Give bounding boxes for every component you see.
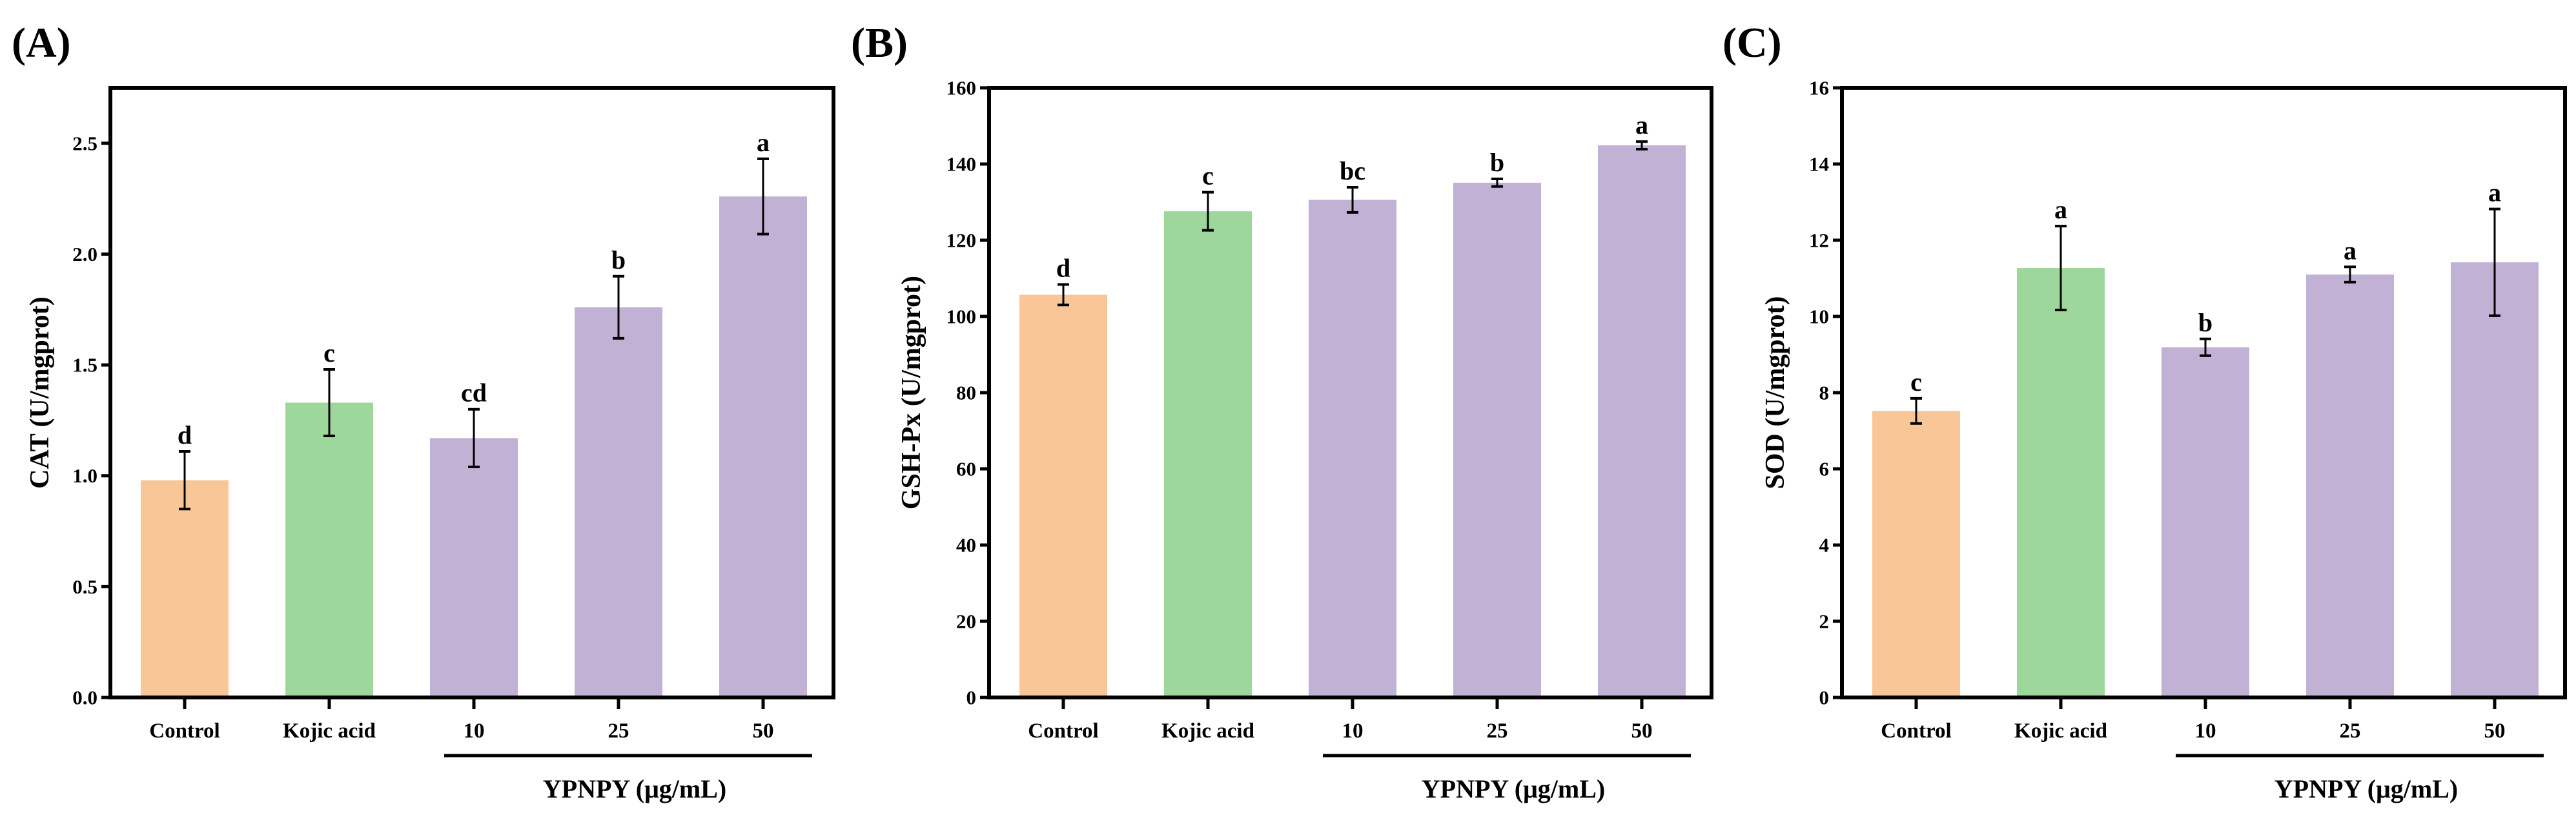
- x-tick-label: Control: [1881, 719, 1951, 743]
- y-tick-label: 140: [946, 153, 977, 176]
- panel-label: (A): [12, 19, 71, 67]
- significance-letter: b: [2198, 308, 2213, 337]
- bar-10: [2162, 347, 2249, 697]
- y-axis-title: CAT (U/mgprot): [25, 296, 55, 489]
- x-tick-label: Kojic acid: [1161, 719, 1254, 743]
- significance-letter: c: [1202, 161, 1214, 191]
- significance-letter: c: [323, 338, 335, 367]
- y-tick-label: 0: [1819, 686, 1830, 709]
- significance-letter: d: [1056, 253, 1070, 282]
- x-tick-label: 25: [608, 719, 629, 743]
- plot-frame: [987, 86, 1713, 699]
- significance-letter: a: [2488, 178, 2501, 207]
- y-tick-label: 6: [1819, 458, 1830, 480]
- y-tick-label: 0.5: [72, 575, 97, 598]
- significance-letter: a: [757, 128, 770, 157]
- significance-letter: c: [1910, 367, 1922, 397]
- y-tick-label: 8: [1819, 382, 1830, 404]
- significance-letter: cd: [461, 378, 487, 408]
- bar-50: [1598, 145, 1686, 698]
- y-tick-label: 2.5: [72, 132, 97, 154]
- significance-letter: a: [2344, 236, 2356, 265]
- y-tick-label: 16: [1809, 77, 1829, 99]
- x-tick-label: 50: [1631, 719, 1653, 743]
- significance-letter: a: [1635, 110, 1648, 139]
- significance-letter: a: [2054, 195, 2067, 224]
- plot-frame: [1840, 86, 2567, 699]
- y-axis-title: SOD (U/mgprot): [1761, 296, 1790, 489]
- bar-25: [2306, 274, 2394, 698]
- panel-label: (B): [851, 19, 908, 67]
- y-tick-label: 100: [946, 305, 977, 328]
- y-tick-label: 14: [1809, 153, 1829, 176]
- significance-letter: d: [178, 420, 192, 449]
- y-tick-label: 0.0: [72, 686, 97, 709]
- y-tick-label: 12: [1809, 229, 1829, 252]
- bar-25: [1453, 182, 1541, 697]
- bar-25: [575, 307, 662, 698]
- significance-letter: b: [1490, 148, 1504, 177]
- x-tick-label: 50: [753, 719, 774, 743]
- y-tick-label: 80: [956, 382, 976, 404]
- bar-10: [430, 438, 518, 697]
- bar-kojic-acid: [2017, 268, 2105, 697]
- group-label: YPNPY (μg/mL): [1422, 774, 1605, 803]
- group-label: YPNPY (μg/mL): [543, 774, 726, 803]
- chart-panel-b: (B) GSH-Px (U/mgprot) d Control c Kojic acid b…: [851, 19, 1713, 803]
- x-tick-label: 25: [1487, 719, 1508, 743]
- x-tick-label: Control: [149, 719, 220, 743]
- plot-frame: [108, 86, 835, 699]
- bar-kojic-acid: [285, 402, 373, 697]
- y-tick-label: 60: [956, 458, 976, 480]
- x-tick-label: Kojic acid: [2014, 719, 2107, 743]
- panel-label: (C): [1722, 19, 1782, 67]
- y-axis-title: GSH-Px (U/mgprot): [897, 276, 926, 510]
- significance-letter: bc: [1340, 156, 1365, 185]
- y-tick-label: 40: [956, 534, 976, 557]
- y-tick-label: 20: [956, 610, 976, 633]
- x-tick-label: Kojic acid: [283, 719, 376, 743]
- x-tick-label: 10: [464, 719, 485, 743]
- x-tick-label: 50: [2484, 719, 2506, 743]
- y-tick-label: 1.5: [72, 354, 97, 377]
- y-tick-label: 4: [1819, 534, 1830, 557]
- bar-control: [1872, 411, 1960, 697]
- bar-50: [2451, 262, 2539, 698]
- y-tick-label: 120: [946, 229, 977, 252]
- x-tick-label: 25: [2340, 719, 2361, 743]
- y-tick-label: 0: [966, 686, 977, 709]
- chart-panel-c: (C) SOD (U/mgprot) c Control a Kojic acid b 10 a…: [1722, 19, 2567, 803]
- bar-kojic-acid: [1164, 211, 1252, 697]
- significance-letter: b: [611, 245, 626, 274]
- bar-50: [719, 196, 807, 698]
- y-tick-label: 2: [1819, 610, 1830, 633]
- y-tick-label: 2.0: [72, 243, 97, 265]
- x-tick-label: 10: [1342, 719, 1364, 743]
- bar-10: [1309, 200, 1396, 698]
- group-label: YPNPY (μg/mL): [2274, 774, 2458, 803]
- bar-control: [1019, 294, 1107, 697]
- x-tick-label: 10: [2195, 719, 2216, 743]
- y-tick-label: 160: [946, 77, 977, 99]
- bar-control: [141, 480, 229, 697]
- chart-panel-a: (A) CAT (U/mgprot) d Control c Kojic acid cd 10…: [12, 19, 835, 803]
- y-tick-label: 1.0: [72, 464, 97, 487]
- y-tick-label: 10: [1809, 305, 1829, 328]
- x-tick-label: Control: [1028, 719, 1098, 743]
